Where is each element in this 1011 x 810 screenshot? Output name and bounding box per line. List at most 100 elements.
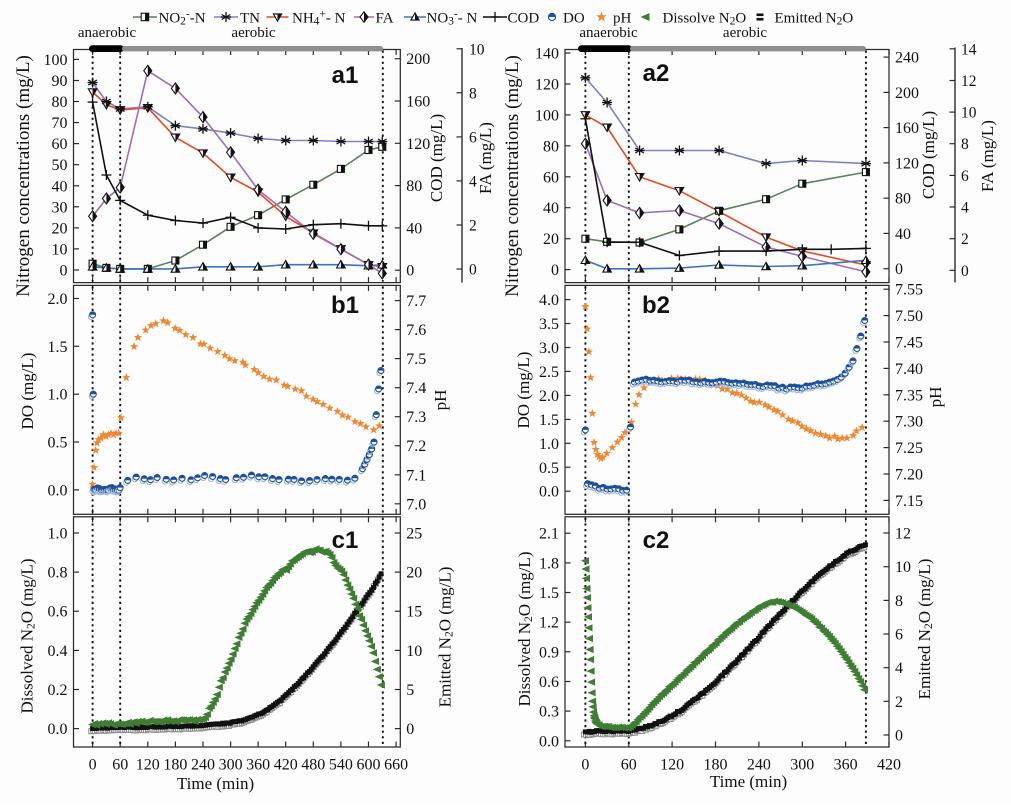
svg-text:7.4: 7.4	[406, 380, 426, 397]
svg-text:90: 90	[52, 73, 68, 90]
svg-text:0.6: 0.6	[539, 674, 559, 691]
svg-text:0.2: 0.2	[48, 682, 68, 699]
svg-text:7.55: 7.55	[895, 282, 923, 299]
svg-text:2: 2	[961, 231, 969, 248]
svg-text:0.6: 0.6	[48, 604, 68, 621]
svg-text:0: 0	[89, 757, 97, 774]
svg-text:Dissolved N2O (mg/L): Dissolved N2O (mg/L)	[18, 559, 38, 714]
svg-text:pH: pH	[613, 11, 632, 27]
svg-text:10: 10	[52, 241, 68, 258]
svg-text:160: 160	[406, 94, 430, 111]
svg-text:Dissolved N2O (mg/L): Dissolved N2O (mg/L)	[515, 552, 535, 707]
svg-text:aerobic: aerobic	[723, 25, 767, 41]
svg-text:b1: b1	[331, 292, 359, 319]
svg-text:12: 12	[895, 526, 911, 543]
svg-text:0: 0	[406, 263, 414, 280]
svg-text:Emitted N2O: Emitted N2O	[775, 11, 854, 28]
svg-text:240: 240	[895, 50, 919, 67]
svg-text:3.5: 3.5	[539, 316, 559, 333]
svg-text:2.0: 2.0	[48, 291, 68, 308]
svg-text:80: 80	[543, 138, 559, 155]
svg-text:100: 100	[44, 52, 68, 69]
svg-text:0: 0	[581, 757, 589, 774]
svg-text:1.2: 1.2	[539, 615, 559, 632]
svg-text:1.0: 1.0	[48, 387, 68, 404]
svg-text:0.0: 0.0	[48, 482, 68, 499]
svg-text:7.25: 7.25	[895, 440, 923, 457]
svg-text:7.50: 7.50	[895, 308, 923, 325]
svg-text:40: 40	[895, 226, 911, 243]
svg-text:2.1: 2.1	[539, 526, 559, 543]
svg-text:3.0: 3.0	[539, 340, 559, 357]
svg-text:7.35: 7.35	[895, 387, 923, 404]
svg-text:7.3: 7.3	[406, 409, 426, 426]
svg-text:0.0: 0.0	[48, 721, 68, 738]
svg-text:180: 180	[163, 757, 187, 774]
svg-text:Time (min): Time (min)	[710, 772, 787, 791]
svg-text:360: 360	[834, 757, 858, 774]
svg-text:10: 10	[895, 559, 911, 576]
svg-text:7.30: 7.30	[895, 414, 923, 431]
svg-text:c1: c1	[332, 527, 359, 554]
svg-text:120: 120	[406, 136, 430, 153]
svg-text:0.9: 0.9	[539, 644, 559, 661]
svg-text:25: 25	[406, 526, 422, 543]
svg-text:5: 5	[406, 682, 414, 699]
svg-text:15: 15	[406, 604, 422, 621]
svg-text:70: 70	[52, 115, 68, 132]
svg-text:pH: pH	[431, 390, 450, 411]
svg-text:60: 60	[112, 757, 128, 774]
svg-text:420: 420	[274, 757, 298, 774]
svg-text:240: 240	[747, 757, 771, 774]
svg-text:1.5: 1.5	[48, 339, 68, 356]
svg-text:60: 60	[621, 757, 637, 774]
svg-text:8: 8	[469, 85, 477, 102]
svg-text:12: 12	[961, 73, 977, 90]
svg-text:0.3: 0.3	[539, 704, 559, 721]
svg-text:4: 4	[961, 200, 969, 217]
svg-text:0.8: 0.8	[48, 565, 68, 582]
svg-text:7.20: 7.20	[895, 467, 923, 484]
svg-text:anaerobic: anaerobic	[579, 25, 638, 41]
svg-text:COD: COD	[508, 11, 540, 27]
svg-text:COD (mg/L): COD (mg/L)	[427, 114, 446, 202]
svg-text:a2: a2	[643, 60, 670, 87]
svg-text:4: 4	[895, 660, 903, 677]
svg-text:2: 2	[469, 218, 477, 235]
svg-text:6: 6	[961, 168, 969, 185]
svg-text:10: 10	[961, 105, 977, 122]
svg-text:200: 200	[406, 51, 430, 68]
svg-text:300: 300	[219, 757, 243, 774]
svg-text:anaerobic: anaerobic	[78, 25, 137, 41]
svg-text:Emitted N2O (mg/L): Emitted N2O (mg/L)	[915, 559, 935, 700]
svg-text:FA: FA	[376, 11, 394, 27]
svg-text:0: 0	[895, 261, 903, 278]
svg-text:120: 120	[535, 77, 559, 94]
svg-text:80: 80	[406, 178, 422, 195]
svg-text:0.4: 0.4	[48, 643, 68, 660]
svg-text:1.0: 1.0	[48, 526, 68, 543]
svg-text:8: 8	[961, 136, 969, 153]
svg-text:40: 40	[52, 178, 68, 195]
svg-text:40: 40	[543, 200, 559, 217]
svg-text:20: 20	[52, 220, 68, 237]
svg-text:c2: c2	[643, 527, 670, 554]
svg-text:100: 100	[535, 107, 559, 124]
svg-text:a1: a1	[332, 62, 359, 89]
svg-text:7.0: 7.0	[406, 496, 426, 513]
svg-text:120: 120	[136, 757, 160, 774]
svg-text:2: 2	[895, 694, 903, 711]
svg-text:Nitrogen concentrations (mg/L: Nitrogen concentrations (mg/L)	[502, 55, 523, 297]
svg-text:FA (mg/L): FA (mg/L)	[476, 122, 495, 194]
svg-text:0.5: 0.5	[539, 460, 559, 477]
svg-text:NO2--N: NO2--N	[159, 9, 206, 28]
svg-text:DO: DO	[563, 11, 585, 27]
svg-text:1.5: 1.5	[539, 412, 559, 429]
svg-text:600: 600	[357, 757, 381, 774]
svg-text:50: 50	[52, 157, 68, 174]
svg-text:7.5: 7.5	[406, 351, 426, 368]
svg-text:Nitrogen concentrations (mg/L: Nitrogen concentrations (mg/L)	[13, 55, 34, 297]
svg-text:7.6: 7.6	[406, 322, 426, 339]
svg-text:0: 0	[60, 263, 68, 280]
svg-text:Dissolve N2O: Dissolve N2O	[663, 11, 747, 28]
